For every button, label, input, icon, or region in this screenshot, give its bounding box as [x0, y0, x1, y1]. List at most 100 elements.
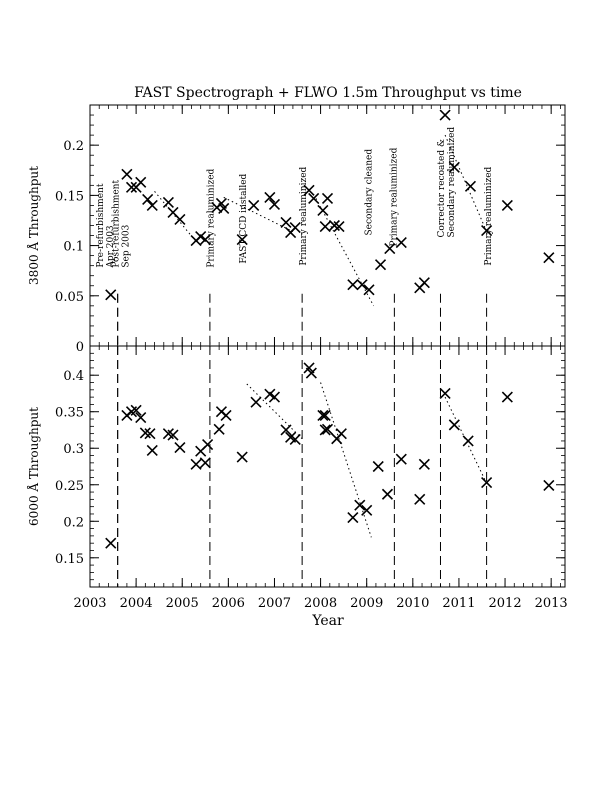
- data-point: [543, 252, 555, 264]
- data-point: [105, 537, 117, 549]
- data-point: [289, 433, 301, 446]
- data-point: [321, 423, 334, 435]
- data-point: [280, 424, 292, 436]
- trend-line: [154, 191, 197, 242]
- data-point: [372, 460, 384, 473]
- data-point: [174, 441, 186, 454]
- event-annotation-line: Corrector recoated &: [437, 139, 447, 238]
- x-tick-label: 2004: [120, 596, 153, 611]
- data-point: [448, 419, 460, 431]
- data-point: [356, 279, 368, 291]
- data-point: [333, 220, 345, 233]
- y-axis-label: 6000 Å Throughput: [26, 407, 41, 526]
- event-annotation: Corrector recoated &Secondary realuminiz…: [437, 127, 457, 238]
- data-point: [319, 409, 331, 421]
- data-point: [121, 168, 133, 180]
- event-annotation: Pre-refurbishmentApr 2003: [96, 183, 116, 268]
- x-tick-label: 2013: [535, 596, 568, 611]
- x-tick-label: 2009: [350, 596, 383, 611]
- x-tick-label: 2011: [442, 596, 475, 611]
- data-point: [448, 161, 460, 173]
- data-point: [418, 277, 430, 289]
- data-point: [213, 423, 225, 435]
- data-point: [381, 488, 394, 500]
- data-point: [218, 202, 230, 214]
- data-point: [308, 192, 320, 204]
- data-point: [361, 504, 373, 516]
- event-annotation-line: Primary realuminized: [390, 147, 400, 246]
- y-tick-label: 0.25: [55, 479, 84, 494]
- y-tick-label: 0: [76, 340, 84, 355]
- data-point: [236, 233, 248, 246]
- data-point: [236, 451, 248, 463]
- data-point: [199, 233, 211, 246]
- data-point: [250, 396, 262, 408]
- data-point: [268, 198, 281, 210]
- event-annotation-line: Primary realuminized: [299, 166, 309, 265]
- data-point: [303, 184, 315, 196]
- data-point: [462, 435, 474, 447]
- data-point: [363, 284, 375, 296]
- trend-line: [320, 382, 372, 538]
- y-axis-label: 3800 Å Throughput: [26, 166, 41, 285]
- data-point: [384, 243, 396, 255]
- x-tick-label: 2012: [489, 596, 522, 611]
- data-point: [464, 180, 477, 192]
- data-point: [395, 237, 407, 249]
- data-point: [481, 477, 493, 489]
- event-annotation: Primary realuminized: [207, 168, 217, 267]
- data-point: [199, 457, 211, 469]
- data-point: [374, 259, 387, 271]
- data-point: [248, 199, 260, 211]
- event-annotation: FAST CCD installed: [239, 173, 249, 263]
- y-tick-label: 0.2: [63, 515, 84, 530]
- data-point: [135, 412, 147, 424]
- data-point: [202, 439, 214, 451]
- data-point: [317, 204, 329, 217]
- y-tick-label: 0.15: [55, 552, 84, 567]
- plot-frame: [89, 345, 566, 588]
- data-point: [347, 512, 359, 524]
- event-annotation-line: Apr 2003: [106, 225, 116, 269]
- data-point: [268, 391, 281, 403]
- data-point: [305, 367, 317, 379]
- event-annotation-line: Pre-refurbishment: [96, 183, 106, 267]
- data-point: [220, 409, 232, 421]
- data-point: [319, 220, 331, 233]
- event-annotation-line: Sep 2003: [122, 224, 132, 267]
- data-point: [501, 199, 513, 211]
- y-tick-label: 0.4: [63, 369, 84, 384]
- x-axis-label: Year: [311, 613, 344, 629]
- event-annotation: Primary realuminized: [390, 147, 400, 246]
- trend-line: [246, 383, 303, 440]
- data-point: [162, 196, 174, 208]
- data-point: [501, 391, 513, 403]
- data-point: [146, 444, 158, 456]
- data-point: [317, 409, 329, 421]
- data-point: [135, 176, 147, 188]
- event-annotation-line: Secondary cleaned: [364, 149, 374, 236]
- data-point: [319, 424, 331, 436]
- y-tick-label: 0.3: [63, 442, 84, 457]
- event-annotation: Secondary cleaned: [364, 149, 374, 236]
- data-point: [289, 221, 301, 234]
- y-tick-label: 0.05: [55, 290, 84, 305]
- panel-top: 0 0.05 0.1 0.15 0.2 3800 Å Throughput Pre-refu…: [26, 104, 566, 355]
- y-tick-label: 0.15: [55, 189, 84, 204]
- x-tick-label: 2003: [73, 596, 106, 611]
- event-annotation-line: Primary realuminized: [207, 168, 217, 267]
- event-annotation-line: FAST CCD installed: [239, 173, 249, 263]
- data-point: [543, 479, 555, 492]
- data-point: [439, 387, 451, 400]
- data-point: [481, 224, 493, 237]
- data-point: [174, 213, 186, 226]
- x-tick-label: 2005: [166, 596, 199, 611]
- data-point: [354, 499, 366, 511]
- data-point: [146, 199, 158, 211]
- data-point: [280, 216, 292, 229]
- data-point: [439, 109, 451, 121]
- data-point: [395, 453, 407, 465]
- data-point: [139, 427, 151, 439]
